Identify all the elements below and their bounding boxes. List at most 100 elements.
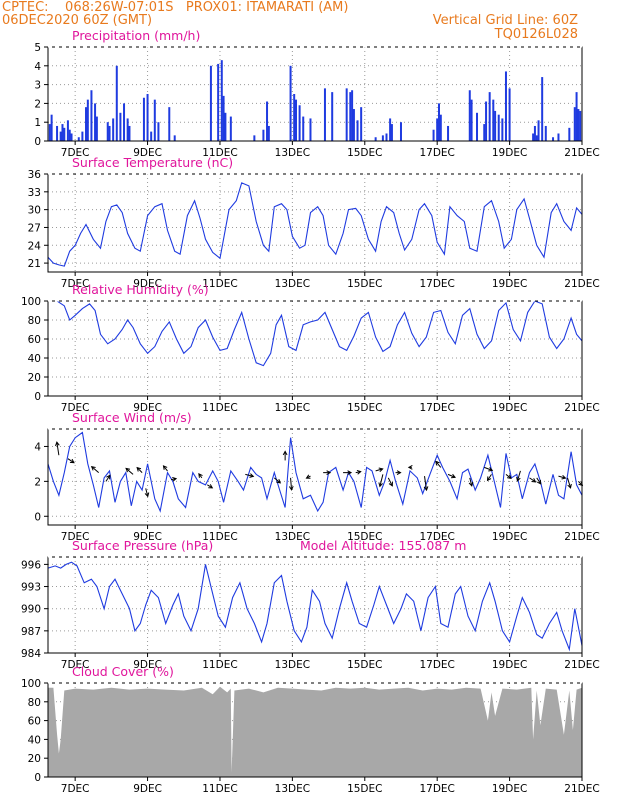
cloud-xtick-label: 15DEC (347, 783, 382, 795)
wind-xtick-label: 7DEC (61, 531, 90, 543)
wind-vector-head (55, 441, 60, 447)
wind-vector (273, 477, 281, 484)
wind-vector (424, 476, 428, 491)
wind-vector-head (172, 476, 178, 482)
precip-bar (537, 120, 540, 141)
wind-ytick-label: 0 (34, 511, 41, 523)
wind-vector (529, 477, 536, 483)
wind-xtick-label: 21DEC (564, 531, 599, 543)
header-model-id: TQ0126L028 (494, 27, 578, 42)
wind-vector-head (488, 467, 494, 472)
precip-bar (95, 116, 98, 141)
precip-bar (81, 131, 84, 141)
wind-vector-head (90, 465, 96, 471)
precip-bar (59, 131, 62, 141)
precip-bar (126, 118, 129, 141)
precip-bar (293, 94, 296, 141)
wind-vector-head (198, 473, 203, 478)
pressure-ytick-label: 993 (21, 582, 41, 594)
precip-bar (146, 94, 149, 141)
precip-xtick-label: 7DEC (61, 147, 90, 159)
precip-bar (356, 120, 359, 141)
cloud-xtick-label: 13DEC (275, 783, 310, 795)
temp-ytick-label: 24 (28, 240, 42, 252)
precip-bar (351, 90, 354, 141)
precip-bar (253, 135, 256, 141)
wind-vector (558, 475, 566, 479)
precip-bar (128, 125, 131, 141)
precip-panel: Precipitation (mm/h) 0 1 2 3 4 5 7DEC 9DEC 11DEC 1… (34, 28, 599, 159)
precip-bar (229, 116, 232, 141)
cloud-ytick-label: 100 (21, 678, 41, 690)
cloud-xtick-label: 9DEC (133, 783, 162, 795)
wind-frame (47, 428, 583, 526)
wind-vector (387, 477, 393, 487)
pressure-title: Surface Pressure (hPa) (72, 538, 213, 553)
precip-bar (153, 99, 156, 141)
temp-ytick-label: 21 (28, 258, 41, 270)
cloud-ytick-label: 0 (34, 772, 41, 784)
temp-xtick-label: 17DEC (419, 278, 454, 290)
cloud-ytick-label: 20 (28, 753, 41, 765)
wind-vector-head (326, 470, 332, 475)
wind-vector-head (396, 470, 402, 475)
pressure-xtick-label: 9DEC (133, 659, 162, 671)
precip-xtick-label: 15DEC (347, 147, 382, 159)
wind-vector-head (249, 473, 255, 478)
precip-ytick-label: 3 (34, 80, 41, 92)
temp-ytick-label: 33 (28, 187, 41, 199)
wind-vector-head (506, 474, 512, 480)
pressure-subtitle: Model Altitude: 155.087 m (300, 538, 466, 553)
wind-vector (136, 467, 143, 473)
rh-xtick-label: 21DEC (564, 402, 599, 414)
precip-bar (66, 120, 69, 141)
temp-series-line (47, 182, 583, 267)
precip-bar (497, 114, 500, 141)
precip-bar (577, 109, 580, 141)
precip-bar (494, 110, 497, 141)
pressure-xtick-label: 21DEC (564, 659, 599, 671)
precip-bar (544, 125, 547, 141)
cloud-xtick-label: 11DEC (202, 783, 237, 795)
precip-bar (437, 103, 440, 141)
wind-vector-head (388, 481, 393, 487)
precip-ytick-label: 2 (34, 98, 41, 110)
rh-xtick-label: 17DEC (419, 402, 454, 414)
precip-bar (436, 118, 439, 141)
wind-vector-head (378, 467, 384, 473)
wind-vector-head (531, 478, 537, 483)
wind-vector-head (516, 476, 521, 482)
pressure-xtick-label: 19DEC (492, 659, 527, 671)
precip-bar (112, 118, 115, 141)
precip-bar (504, 71, 507, 141)
cloud-ytick-label: 60 (28, 716, 41, 728)
cloud-xtick-label: 19DEC (492, 783, 527, 795)
wind-vector (56, 442, 60, 456)
temp-xtick-label: 11DEC (202, 278, 237, 290)
wind-xtick-label: 15DEC (347, 531, 382, 543)
precip-xtick-label: 17DEC (419, 147, 454, 159)
pressure-ytick-label: 996 (21, 559, 41, 571)
wind-xtick-label: 9DEC (133, 531, 162, 543)
precip-bar (399, 122, 402, 141)
precip-bar (294, 99, 297, 141)
precip-bar (535, 135, 538, 141)
header-date: 06DEC2020 60Z (GMT) (2, 13, 153, 28)
rh-xtick-label: 13DEC (275, 402, 310, 414)
header-station: CPTEC: 068:26W-07:01S PROX01: ITAMARATI … (2, 0, 349, 15)
temp-xtick-label: 19DEC (492, 278, 527, 290)
precip-bar (56, 125, 59, 141)
precip-xtick-label: 9DEC (133, 147, 162, 159)
wind-vector-head (435, 460, 440, 466)
wind-panel: Surface Wind (m/s) 0 2 4 7DEC 9DEC 11DEC 13DEC 1… (34, 410, 599, 543)
precip-bar (381, 135, 384, 141)
rh-ytick-label: 20 (28, 372, 41, 384)
precip-bar (575, 92, 578, 141)
cloud-ytick-label: 40 (28, 734, 41, 746)
wind-vector (375, 468, 383, 472)
precip-bar (298, 105, 301, 141)
precip-ytick-label: 5 (34, 42, 41, 54)
precip-bar (470, 99, 473, 141)
precip-bar (385, 133, 388, 141)
wind-vector-head (136, 466, 142, 472)
